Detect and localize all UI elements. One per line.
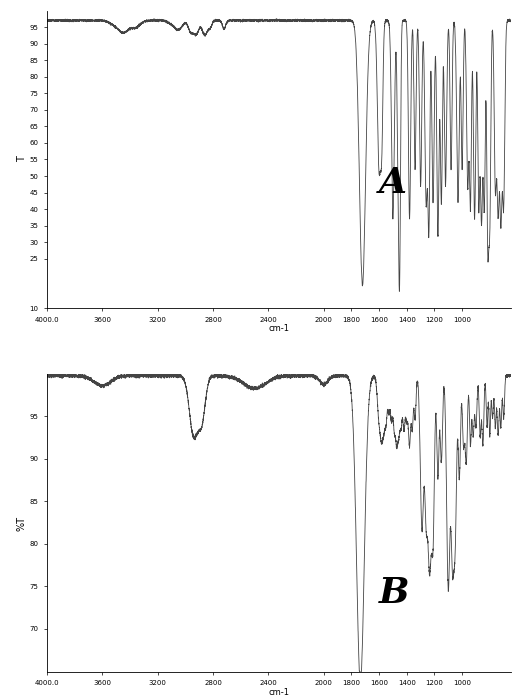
- X-axis label: cm-1: cm-1: [268, 687, 289, 696]
- Y-axis label: %T: %T: [17, 515, 27, 531]
- X-axis label: cm-1: cm-1: [268, 324, 289, 333]
- Text: A: A: [379, 166, 407, 200]
- Y-axis label: T: T: [17, 157, 27, 162]
- Text: B: B: [379, 576, 410, 610]
